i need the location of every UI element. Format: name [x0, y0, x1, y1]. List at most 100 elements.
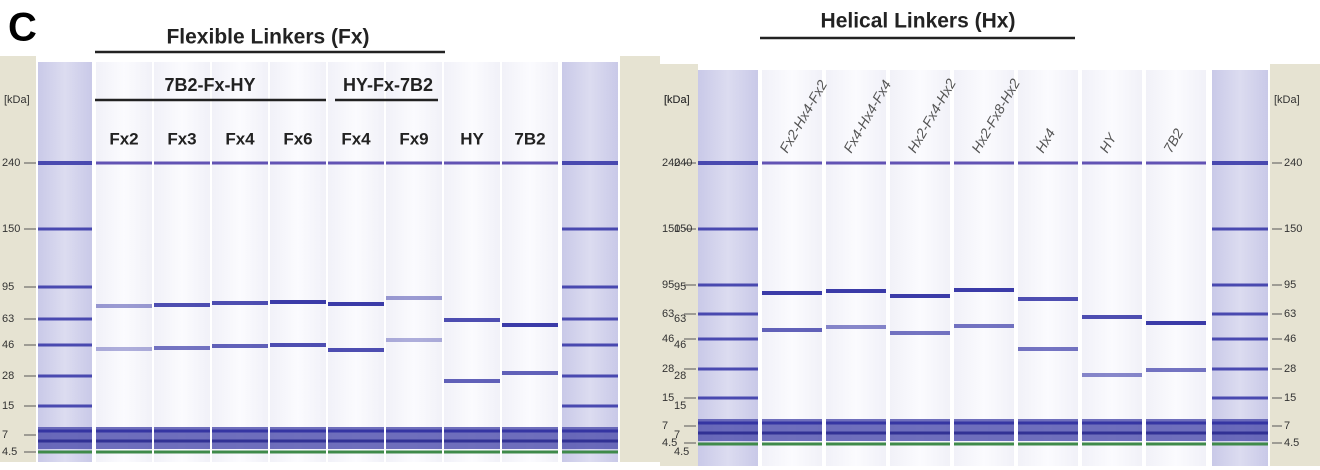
band: [1212, 161, 1268, 165]
band: [698, 421, 758, 425]
unit-label: [kDa]: [664, 94, 690, 106]
ladder-label: 28: [2, 370, 14, 382]
band: [154, 161, 210, 165]
band: [698, 283, 758, 287]
sample-lane: [1146, 70, 1206, 466]
ladder-lane: [562, 62, 618, 462]
band: [698, 367, 758, 371]
band: [38, 317, 92, 321]
band: [444, 318, 500, 322]
band: [328, 161, 384, 165]
sample-lane: [328, 62, 384, 462]
ladder-label: 63: [1284, 308, 1296, 320]
sample-lane: [270, 62, 326, 462]
ladder-lane: [698, 70, 758, 466]
band: [1146, 368, 1206, 372]
band: [1146, 431, 1206, 435]
sample-lane: [954, 70, 1014, 466]
band: [154, 303, 210, 307]
band: [444, 161, 500, 165]
ladder-label: 95: [2, 281, 14, 293]
ladder-label: 63: [2, 313, 14, 325]
band: [444, 379, 500, 383]
band: [954, 324, 1014, 328]
sample-lane: [1018, 70, 1078, 466]
band: [386, 450, 442, 454]
left-header: Flexible Linkers (Fx): [166, 26, 369, 49]
band: [1018, 431, 1078, 435]
band: [386, 296, 442, 300]
ladder-label: 4.5: [674, 446, 689, 458]
band: [96, 429, 152, 433]
ladder-label: 4.5: [1284, 437, 1299, 449]
band: [502, 450, 558, 454]
band: [386, 429, 442, 433]
ladder-label: 4.5: [662, 437, 677, 449]
band: [270, 450, 326, 454]
band: [954, 161, 1014, 165]
band: [444, 439, 500, 443]
sample-lane: [444, 62, 500, 462]
ladder-label: 46: [662, 333, 674, 345]
unit-label: [kDa]: [4, 94, 30, 106]
band: [1082, 431, 1142, 435]
band: [38, 374, 92, 378]
band: [762, 161, 822, 165]
band: [386, 338, 442, 342]
ladder-label: 240: [674, 157, 692, 169]
band: [1082, 161, 1142, 165]
lane-label: 7B2: [514, 129, 545, 148]
band: [212, 301, 268, 305]
band: [1146, 321, 1206, 325]
band: [562, 404, 618, 408]
band: [1212, 312, 1268, 316]
lane-label: Fx3: [167, 129, 196, 148]
band: [328, 302, 384, 306]
band: [96, 450, 152, 454]
ladder-label: 28: [1284, 363, 1296, 375]
band: [890, 421, 950, 425]
ladder-label: 63: [662, 308, 674, 320]
unit-label: [kDa]: [664, 94, 690, 106]
band: [562, 285, 618, 289]
band: [1212, 337, 1268, 341]
lane-label: HY: [460, 129, 484, 148]
band: [890, 161, 950, 165]
band: [1212, 367, 1268, 371]
band: [1018, 297, 1078, 301]
sample-lane: [890, 70, 950, 466]
ladder-label: 46: [2, 339, 14, 351]
band: [698, 312, 758, 316]
band: [562, 450, 618, 454]
ladder-label: 95: [674, 281, 686, 293]
ladder-label: 240: [2, 157, 20, 169]
band: [212, 450, 268, 454]
band: [38, 450, 92, 454]
band: [1018, 161, 1078, 165]
band: [890, 294, 950, 298]
band: [1212, 431, 1268, 435]
band: [698, 227, 758, 231]
sample-lane: [502, 62, 558, 462]
band: [386, 161, 442, 165]
panel-label: C: [8, 6, 37, 50]
band: [1146, 442, 1206, 446]
ladder-label: 15: [2, 400, 14, 412]
ladder-label: 7: [662, 420, 668, 432]
band: [826, 161, 886, 165]
ladder-label: 28: [662, 363, 674, 375]
band: [38, 227, 92, 231]
band: [1082, 373, 1142, 377]
band: [386, 439, 442, 443]
ladder-label: 28: [674, 370, 686, 382]
label-strip: [660, 64, 698, 466]
band: [562, 343, 618, 347]
band: [562, 374, 618, 378]
ladder-lane: [1212, 70, 1268, 466]
band: [502, 323, 558, 327]
band: [38, 429, 92, 433]
ladder-label: 46: [1284, 333, 1296, 345]
band: [698, 431, 758, 435]
band: [954, 442, 1014, 446]
sample-lane: [1082, 70, 1142, 466]
